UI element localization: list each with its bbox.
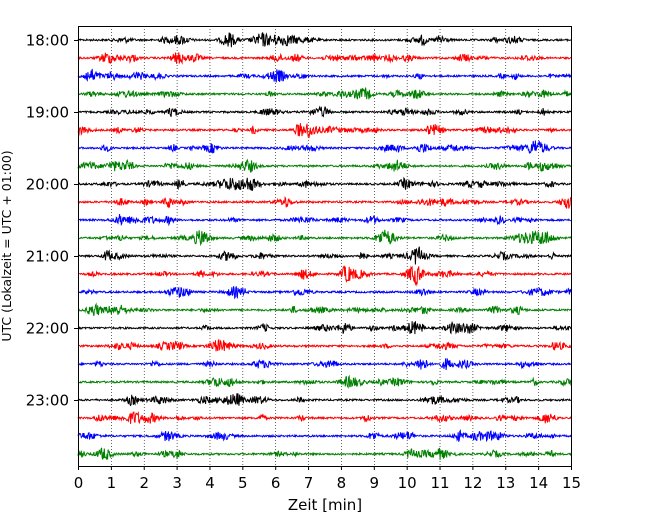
trace-1915	[77, 123, 572, 139]
x-tick-label: 0	[74, 474, 84, 492]
y-tick-label: 22:00	[26, 320, 69, 338]
y-tick-label: 18:00	[26, 32, 69, 50]
trace-1900	[77, 105, 572, 118]
x-tick-label: 5	[238, 474, 248, 492]
trace-1845	[77, 87, 572, 100]
seismic-traces	[77, 31, 572, 461]
x-tick-label: 2	[139, 474, 149, 492]
trace-2015	[77, 196, 572, 209]
y-tick-label: 19:00	[26, 104, 69, 122]
x-tick-label: 4	[205, 474, 215, 492]
trace-2330	[77, 429, 572, 443]
trace-2245	[77, 374, 572, 389]
x-tick-label: 11	[430, 474, 449, 492]
trace-2045	[77, 229, 572, 247]
trace-2130	[77, 286, 572, 300]
x-tick-label: 8	[337, 474, 347, 492]
x-axis-ticks: 0 1 2 3 4 5 6 7 8 9 10 11 12 13 14 15	[74, 466, 581, 492]
y-tick-label: 21:00	[26, 248, 69, 266]
trace-1930	[77, 140, 572, 155]
x-tick-label: 6	[271, 474, 281, 492]
y-tick-label: 20:00	[26, 176, 69, 194]
trace-2145	[78, 302, 572, 317]
trace-2230	[77, 358, 572, 371]
x-tick-label: 13	[496, 474, 515, 492]
x-tick-label: 1	[107, 474, 117, 492]
trace-2115	[77, 265, 572, 287]
trace-2100	[77, 246, 572, 265]
grid-lines	[111, 26, 539, 466]
trace-2030	[77, 214, 572, 227]
y-axis-ticks: 18:00 19:00 20:00 21:00 22:00 23:00	[26, 32, 78, 410]
trace-2345	[77, 447, 572, 461]
trace-1800	[77, 31, 572, 48]
trace-2215	[77, 339, 572, 352]
x-tick-label: 3	[172, 474, 182, 492]
plot-frame	[78, 26, 572, 467]
trace-1945	[77, 158, 572, 173]
y-axis-label: UTC (Lokalzeit = UTC + 01:00)	[0, 150, 14, 341]
x-tick-label: 9	[370, 474, 380, 492]
x-axis-label: Zeit [min]	[288, 496, 362, 514]
trace-1815	[77, 52, 572, 65]
trace-2200	[77, 320, 572, 335]
x-tick-label: 14	[529, 474, 548, 492]
trace-1830	[77, 68, 572, 83]
trace-2300	[77, 393, 572, 407]
trace-2000	[77, 176, 572, 191]
x-tick-label: 10	[398, 474, 417, 492]
y-tick-label: 23:00	[26, 392, 69, 410]
x-tick-label: 7	[304, 474, 314, 492]
x-tick-label: 15	[562, 474, 581, 492]
trace-2315	[77, 411, 572, 425]
x-tick-label: 12	[463, 474, 482, 492]
